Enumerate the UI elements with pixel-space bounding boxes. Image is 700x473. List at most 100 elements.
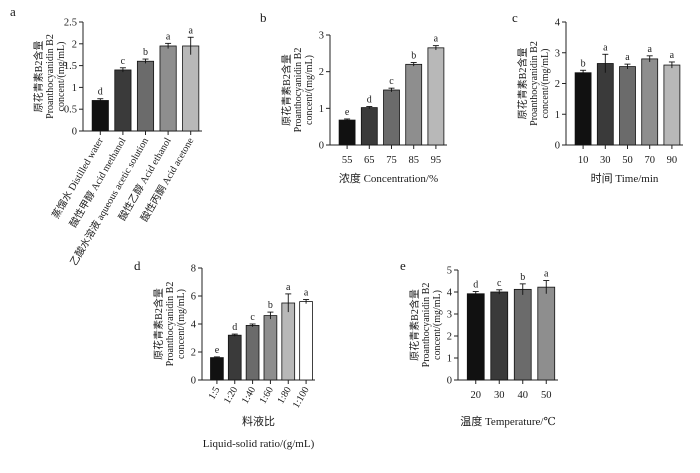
- x-tick-label: 75: [386, 155, 397, 166]
- y-tick-label: 4: [191, 320, 197, 331]
- y-axis-label-line: concent/(mg/mL): [432, 290, 443, 360]
- significance-letter: c: [389, 76, 394, 87]
- panel-c: c 0 1 2 3 4 原花青素B2含量 Proanthocyanidin B2 concent…: [512, 10, 683, 185]
- y-axis-label-line: 原花青素B2含量: [408, 289, 421, 361]
- significance-letter: b: [581, 58, 586, 69]
- x-tick-label: 1:40: [240, 385, 258, 406]
- y-axis-label-line: concent/(mg/mL): [540, 49, 551, 119]
- y-tick-label: 4: [447, 288, 453, 299]
- significance-letter: d: [367, 95, 372, 106]
- x-tick-label: 90: [667, 155, 678, 166]
- x-tick-label: 50: [622, 155, 633, 166]
- y-tick-label: 5: [447, 266, 452, 277]
- y-tick-label: 1: [72, 83, 77, 94]
- y-tick-label: 6: [191, 292, 196, 303]
- significance-letter: c: [250, 312, 255, 323]
- y-tick-label: 8: [191, 264, 196, 275]
- bar: [281, 302, 296, 381]
- y-tick-label: 2.5: [64, 18, 77, 29]
- bar: [114, 69, 132, 132]
- x-tick-label: 55: [342, 155, 353, 166]
- significance-letter: a: [670, 50, 675, 61]
- bar: [182, 45, 200, 132]
- x-tick-label: 10: [578, 155, 589, 166]
- x-axis-title-en: Liquid-solid ratio/(g/mL): [203, 438, 315, 450]
- x-tick-label: 70: [644, 155, 655, 166]
- y-tick-label: 3: [319, 31, 324, 42]
- y-tick-label: 0: [555, 141, 560, 152]
- significance-letter: c: [121, 56, 126, 67]
- significance-letter: a: [434, 34, 439, 45]
- x-axis-title: 温度 Temperature/℃: [460, 414, 556, 428]
- significance-letter: a: [304, 288, 309, 299]
- x-tick-label: 85: [408, 155, 419, 166]
- x-tick-label: 50: [541, 390, 552, 401]
- y-axis-label-line: Proanthocyanidin B2: [293, 48, 304, 133]
- y-tick-label: 1: [319, 104, 324, 115]
- panel-letter: c: [512, 10, 518, 25]
- significance-letter: a: [647, 44, 652, 55]
- x-tick-label: 65: [364, 155, 375, 166]
- bar: [210, 357, 224, 381]
- significance-letter: a: [625, 52, 630, 63]
- y-axis-label-line: 原花青素B2含量: [280, 54, 293, 126]
- bar: [299, 301, 313, 381]
- significance-letter: a: [544, 269, 549, 280]
- x-axis-title: 浓度 Concentration/%: [339, 171, 438, 185]
- bar: [513, 288, 532, 381]
- panel-letter: a: [10, 4, 16, 19]
- panel-letter: d: [134, 258, 141, 273]
- bar: [641, 58, 659, 146]
- significance-letter: b: [520, 272, 525, 283]
- significance-letter: d: [473, 280, 478, 291]
- significance-letter: e: [215, 345, 220, 356]
- panel-d: d 0 2 4 6 8 原花青素B2含量 Proanthocyanidin B2 concent…: [134, 258, 315, 450]
- x-tick-label: 20: [471, 390, 482, 401]
- y-tick-label: 3: [555, 48, 560, 59]
- bar: [596, 63, 614, 146]
- y-axis-label-line: concent/(mg/mL): [56, 42, 67, 112]
- panel-e: e 0 1 2 3 4 5 原花青素B2含量 Proanthocyanidin B2 concen…: [400, 258, 558, 428]
- y-axis-label-line: Proanthocyanidin B2: [529, 41, 540, 126]
- y-tick-label: 3: [447, 310, 452, 321]
- y-tick-label: 2: [555, 79, 560, 90]
- y-tick-label: 2: [191, 348, 196, 359]
- x-tick-label: 1:20: [222, 385, 240, 406]
- y-tick-label: 4: [555, 18, 561, 29]
- y-axis-label-line: 原花青素B2含量: [516, 48, 529, 120]
- bar: [619, 66, 636, 146]
- bar: [427, 47, 445, 146]
- y-tick-label: 0.5: [64, 105, 77, 116]
- significance-letter: d: [232, 322, 237, 333]
- y-tick-label: 0: [72, 127, 77, 138]
- significance-letter: d: [98, 87, 103, 98]
- significance-letter: a: [166, 31, 171, 42]
- x-tick-label: 30: [494, 390, 505, 401]
- y-axis-label-line: 原花青素B2含量: [152, 288, 165, 360]
- bar: [405, 63, 423, 146]
- bar: [360, 107, 378, 146]
- y-axis-label-line: Proanthocyanidin B2: [165, 282, 176, 367]
- x-tick-label: 1:60: [258, 385, 276, 406]
- bar: [338, 119, 356, 146]
- significance-letter: b: [268, 300, 273, 311]
- y-tick-label: 1.5: [64, 61, 77, 72]
- y-tick-label: 1: [447, 354, 452, 365]
- significance-letter: b: [411, 51, 416, 62]
- y-axis-label-line: Proanthocyanidin B2: [421, 283, 432, 368]
- bar: [537, 286, 556, 381]
- y-tick-label: 2: [447, 332, 452, 343]
- panel-letter: e: [400, 258, 406, 273]
- significance-letter: a: [603, 42, 608, 53]
- y-axis-label-line: concent/(mg/mL): [176, 289, 187, 359]
- x-axis-title: 料液比: [242, 414, 275, 428]
- bar: [245, 324, 260, 381]
- significance-letter: a: [188, 25, 193, 36]
- bar: [466, 293, 485, 381]
- significance-letter: c: [497, 278, 502, 289]
- x-tick-label: 95: [431, 155, 442, 166]
- y-axis-label-line: Proanthocyanidin B2: [45, 34, 56, 119]
- panel-a: a 0 0.5 1 1.5 2 2.5 原花青素B2含量 Proanthocyanidin B2…: [10, 4, 202, 268]
- y-tick-label: 2: [72, 39, 77, 50]
- y-tick-label: 0: [447, 376, 452, 387]
